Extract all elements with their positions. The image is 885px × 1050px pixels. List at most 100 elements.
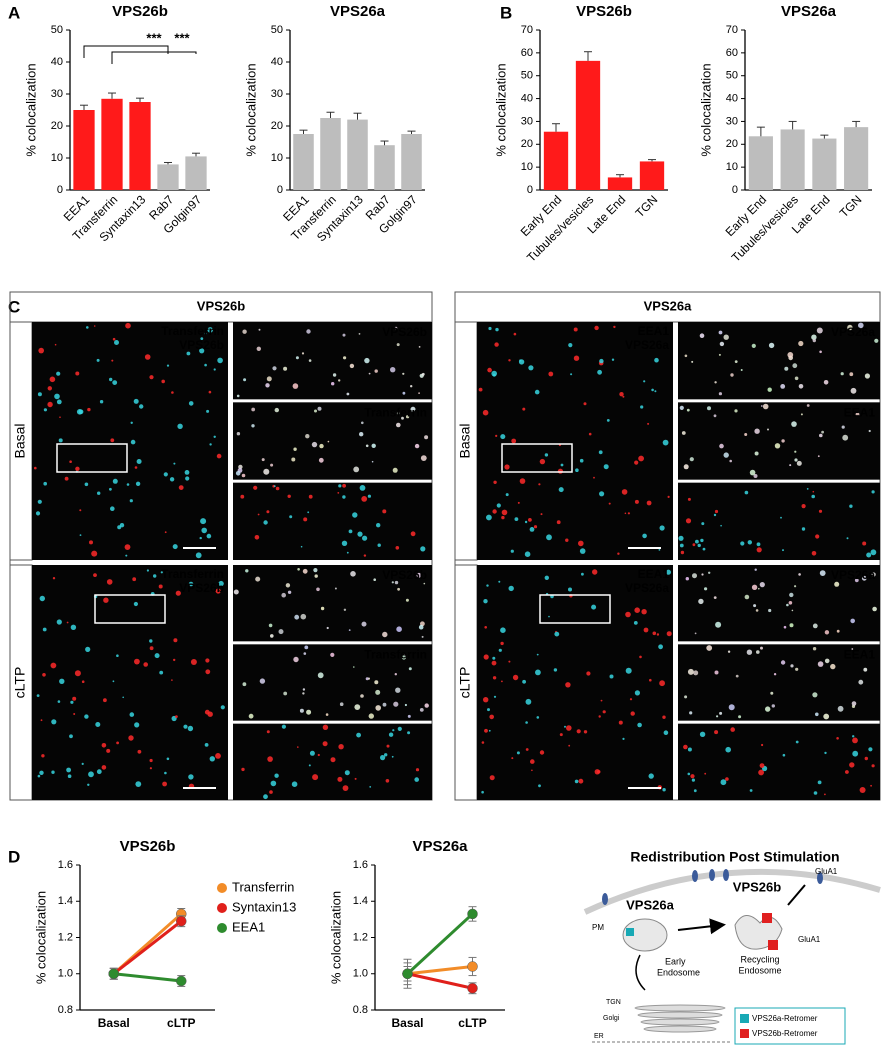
speckle [687,668,694,675]
speckle [871,490,875,494]
speckle [186,351,191,356]
speckle [352,512,358,518]
speckle [819,433,823,438]
merge-label: VPS26a [625,581,669,595]
speckle [42,627,47,632]
speckle [103,698,107,703]
speckle [795,667,799,671]
speckle [373,578,377,581]
speckle [554,631,560,637]
zoom-panel [678,482,880,560]
speckle [500,434,506,440]
speckle [241,767,245,772]
speckle [354,704,361,710]
speckle [272,366,277,371]
speckle [93,325,96,327]
y-tick-label: 30 [521,115,533,127]
speckle [149,767,152,770]
speckle [702,547,706,551]
speckle [303,652,307,655]
speckle [364,357,370,364]
bar [129,102,151,190]
series-line [407,972,473,990]
speckle [866,552,872,558]
speckle [734,409,738,413]
arrow [787,884,806,906]
y-axis-label: % colocalization [328,891,343,984]
speckle [639,655,642,659]
speckle [356,732,361,738]
merge-label: Transferrin [161,324,224,338]
y-tick-label: 40 [726,92,738,104]
speckle [73,713,76,715]
speckle [322,724,329,730]
receptor [817,872,823,884]
diagram-label: VPS26a [626,897,674,912]
speckle [410,531,416,537]
speckle [544,575,549,580]
speckle [236,432,241,436]
speckle [54,393,60,400]
speckle [188,581,194,587]
speckle [308,764,311,767]
speckle [109,377,113,382]
speckle [686,408,690,412]
speckle [81,680,85,683]
speckle [759,582,765,588]
y-tick-label: 10 [521,161,533,173]
speckle [375,705,382,711]
point [176,975,187,987]
speckle [255,576,261,582]
speckle [49,376,56,383]
y-tick-label: 20 [51,120,63,132]
speckle [634,460,639,465]
speckle [730,727,735,732]
golgi-cisterna [634,1004,726,1012]
speckle [424,435,429,440]
speckle [863,667,868,672]
speckle [410,385,413,388]
speckle [611,358,615,361]
speckle [184,470,190,475]
speckle [859,787,866,793]
speckle [811,334,817,340]
speckle [765,706,771,712]
speckle [112,380,118,385]
speckle [647,422,650,425]
speckle [159,670,164,675]
y-tick-label: 0 [527,184,533,196]
speckle [687,772,691,776]
speckle [342,785,349,791]
speckle [851,648,854,650]
speckle [782,549,784,552]
speckle [205,669,211,675]
speckle [754,451,759,456]
speckle [735,674,739,678]
speckle [188,774,194,780]
zoom-panel [678,402,880,480]
speckle [519,478,526,484]
roi-box [501,443,573,473]
speckle [254,535,260,540]
speckle [268,623,273,628]
speckle [243,378,247,382]
speckle [768,342,775,349]
speckle [95,722,101,727]
speckle [845,770,849,774]
speckle [729,459,732,463]
speckle [723,452,729,458]
speckle [415,768,420,772]
bar [185,156,207,190]
speckle [371,443,376,448]
speckle [200,518,207,525]
speckle [396,412,400,415]
speckle [854,578,859,583]
speckle [637,722,642,728]
speckle [760,646,763,650]
speckle [317,672,324,679]
speckle [695,539,699,544]
speckle [487,708,490,712]
point [467,961,478,972]
speckle [850,387,857,394]
